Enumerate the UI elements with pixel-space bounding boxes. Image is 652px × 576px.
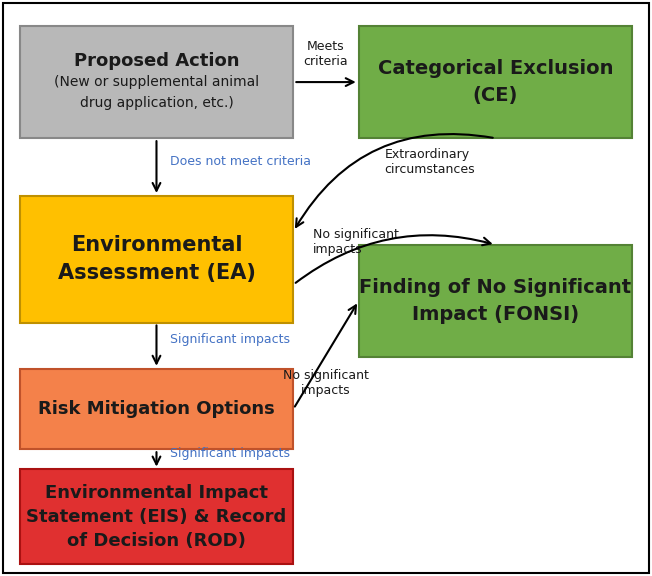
FancyBboxPatch shape [20, 369, 293, 449]
Text: drug application, etc.): drug application, etc.) [80, 96, 233, 109]
Text: Environmental: Environmental [70, 235, 243, 255]
Text: Extraordinary
circumstances: Extraordinary circumstances [385, 147, 475, 176]
Text: Statement (EIS) & Record: Statement (EIS) & Record [26, 508, 287, 526]
Text: Impact (FONSI): Impact (FONSI) [412, 305, 579, 324]
Text: No significant
impacts: No significant impacts [313, 228, 399, 256]
Text: Assessment (EA): Assessment (EA) [57, 263, 256, 283]
Text: of Decision (ROD): of Decision (ROD) [67, 532, 246, 550]
Text: Finding of No Significant: Finding of No Significant [359, 278, 632, 297]
Text: Significant impacts: Significant impacts [170, 447, 289, 460]
Text: No significant
impacts: No significant impacts [283, 369, 369, 397]
Text: Risk Mitigation Options: Risk Mitigation Options [38, 400, 275, 418]
FancyBboxPatch shape [359, 26, 632, 138]
Text: (New or supplemental animal: (New or supplemental animal [54, 75, 259, 89]
Text: Does not meet criteria: Does not meet criteria [170, 155, 310, 168]
Text: Meets
criteria: Meets criteria [304, 40, 348, 67]
FancyBboxPatch shape [20, 196, 293, 323]
FancyBboxPatch shape [20, 26, 293, 138]
Text: Categorical Exclusion: Categorical Exclusion [378, 59, 614, 78]
Text: Significant impacts: Significant impacts [170, 334, 289, 346]
FancyBboxPatch shape [20, 469, 293, 564]
Text: Environmental Impact: Environmental Impact [45, 484, 268, 502]
Text: Proposed Action: Proposed Action [74, 52, 239, 70]
Text: (CE): (CE) [473, 86, 518, 105]
FancyBboxPatch shape [359, 245, 632, 357]
